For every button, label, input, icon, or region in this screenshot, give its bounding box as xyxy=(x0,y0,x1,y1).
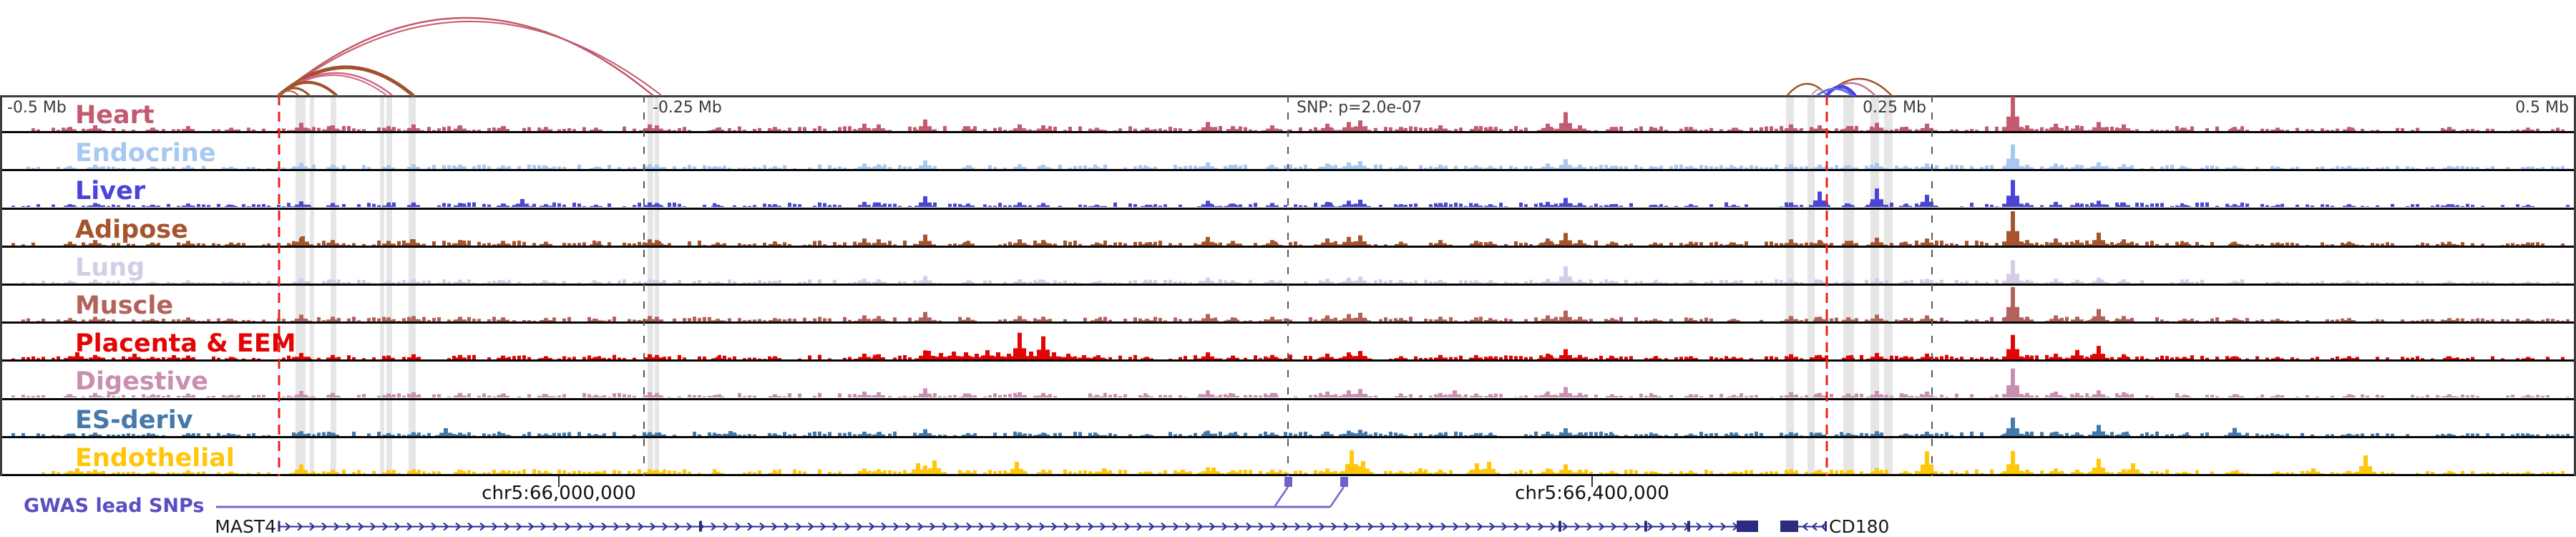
track-row-digestive xyxy=(2,362,2574,400)
track-row-liver xyxy=(2,171,2574,210)
highlight-band xyxy=(296,95,306,476)
signal-path xyxy=(11,332,2565,360)
signal-plot xyxy=(11,180,2570,208)
gene-label-mast4: MAST4 xyxy=(215,516,276,537)
ruler-label-right: 0.5 Mb xyxy=(2515,99,2569,117)
track-row-placenta-eem xyxy=(2,324,2574,362)
signal-path xyxy=(42,450,2565,474)
signal-plot xyxy=(11,369,2570,398)
signal-plot xyxy=(11,211,2565,246)
signal-plot xyxy=(11,332,2565,360)
highlight-band xyxy=(386,95,392,476)
coordinate-label-66400000: chr5:66,400,000 xyxy=(1515,483,1669,504)
signal-path xyxy=(21,287,2570,321)
track-row-endocrine xyxy=(2,133,2574,172)
track-row-heart xyxy=(2,95,2574,134)
track-label-heart: Heart xyxy=(75,101,155,130)
track-row-endothelial xyxy=(2,438,2574,476)
track-row-es-deriv xyxy=(2,400,2574,438)
highlight-band xyxy=(1807,95,1815,476)
highlight-band xyxy=(310,95,314,476)
signal-path xyxy=(11,211,2565,246)
ruler-label-quarter-left: -0.25 Mb xyxy=(653,99,722,117)
highlight-band xyxy=(1843,95,1854,476)
highlight-band xyxy=(648,95,653,476)
coordinate-label-66000000: chr5:66,000,000 xyxy=(482,483,636,504)
signal-path xyxy=(21,260,2570,284)
track-label-es-deriv: ES-deriv xyxy=(75,405,193,435)
signal-plot xyxy=(26,144,2570,170)
highlight-band xyxy=(655,95,659,476)
signal-plot xyxy=(11,417,2570,436)
signal-path xyxy=(11,180,2570,208)
highlight-band xyxy=(331,95,336,476)
track-label-endothelial: Endothelial xyxy=(75,443,235,473)
track-row-muscle xyxy=(2,286,2574,324)
signal-plot xyxy=(31,97,2565,131)
gene-label-cd180: CD180 xyxy=(1829,516,1890,537)
highlight-band xyxy=(380,95,384,476)
signal-plot xyxy=(21,260,2570,284)
track-label-liver: Liver xyxy=(75,177,146,206)
highlight-band xyxy=(409,95,416,476)
track-label-muscle: Muscle xyxy=(75,291,174,320)
track-area: Heart Endocrine Liver Adipose Lung Muscle Plac… xyxy=(0,95,2576,476)
signal-plot xyxy=(42,450,2565,474)
highlight-band xyxy=(1884,95,1893,476)
ruler-label-quarter-right: 0.25 Mb xyxy=(1863,99,1926,117)
track-label-lung: Lung xyxy=(75,253,145,282)
track-label-endocrine: Endocrine xyxy=(75,139,216,168)
track-label-digestive: Digestive xyxy=(75,367,208,397)
track-row-lung xyxy=(2,248,2574,286)
track-label-adipose: Adipose xyxy=(75,215,188,244)
signal-plot xyxy=(21,287,2570,321)
ruler-label-snp: SNP: p=2.0e-07 xyxy=(1297,99,1422,117)
highlight-band xyxy=(1786,95,1794,476)
gwas-lead-snps-label: GWAS lead SNPs xyxy=(24,495,205,517)
signal-path xyxy=(26,144,2570,170)
track-label-placenta-eem: Placenta & EEM xyxy=(75,329,296,359)
ruler-label-left: -0.5 Mb xyxy=(7,99,67,117)
signal-path xyxy=(11,417,2570,436)
track-row-adipose xyxy=(2,210,2574,248)
signal-path xyxy=(11,369,2570,398)
